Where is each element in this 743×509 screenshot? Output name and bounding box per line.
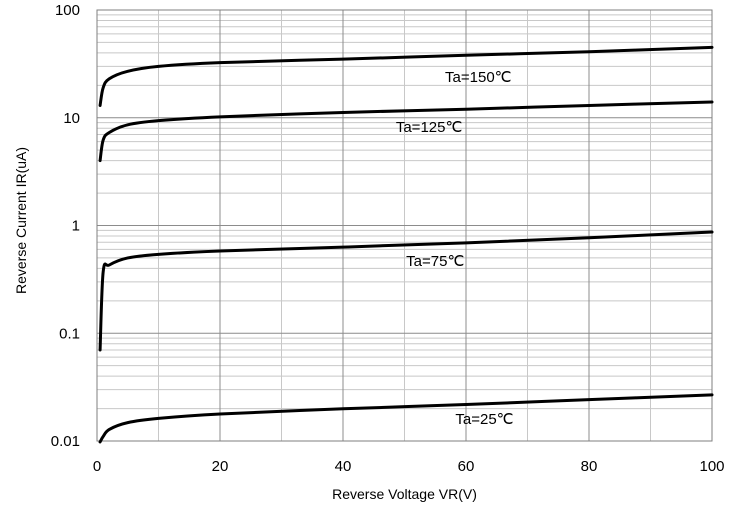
series-label: Ta=150℃	[445, 69, 511, 86]
x-tick-label: 80	[581, 458, 598, 475]
series-label: Ta=125℃	[396, 119, 462, 136]
y-tick-label: 1	[72, 218, 80, 235]
x-tick-label: 20	[212, 458, 229, 475]
y-tick-labels: 0.01 0.1 1 10 100	[51, 2, 80, 450]
minor-grid	[97, 10, 712, 441]
series-lines	[98, 45, 714, 444]
x-tick-label: 60	[458, 458, 475, 475]
series-labels: Ta=150℃ Ta=125℃ Ta=75℃ Ta=25℃	[396, 69, 514, 428]
series-label: Ta=25℃	[455, 411, 513, 428]
x-tick-labels: 0 20 40 60 80 100	[93, 458, 725, 475]
series-line	[98, 393, 714, 444]
plot-frame	[96, 9, 713, 442]
x-tick-label: 0	[93, 458, 101, 475]
y-axis-title: Reverse Current IR(uA)	[13, 147, 29, 294]
series-line	[98, 45, 714, 107]
x-tick-label: 40	[335, 458, 352, 475]
y-tick-label: 10	[63, 110, 80, 127]
x-axis-title: Reverse Voltage VR(V)	[332, 486, 477, 502]
x-tick-label: 100	[699, 458, 724, 475]
series-line	[98, 100, 714, 163]
y-tick-label: 0.01	[51, 433, 80, 450]
y-tick-label: 100	[55, 2, 80, 19]
y-tick-label: 0.1	[59, 325, 80, 342]
series-line	[98, 230, 714, 352]
series-label: Ta=75℃	[406, 253, 464, 270]
